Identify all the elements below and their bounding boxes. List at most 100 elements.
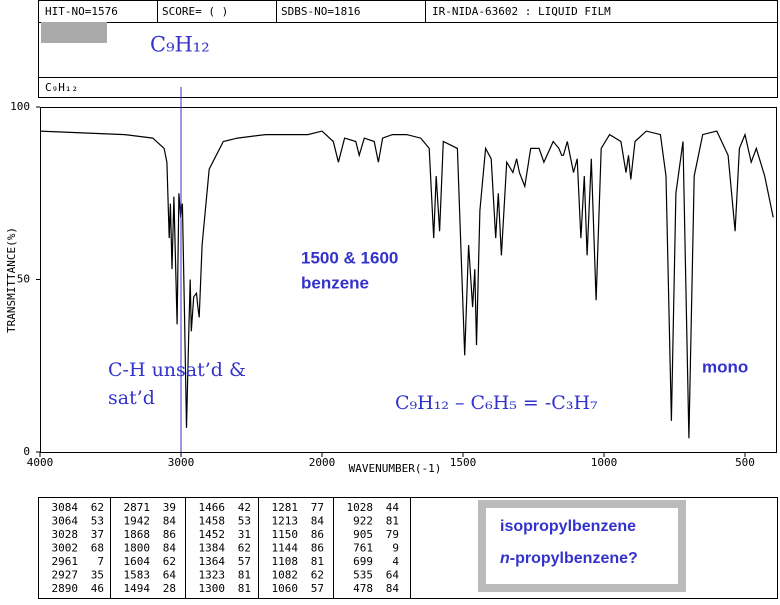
peak-transmittance: 7 xyxy=(97,555,104,568)
peak-wavenumber: 1583 xyxy=(124,569,151,582)
peak-transmittance: 81 xyxy=(311,555,324,568)
y-tick-label: 50 xyxy=(17,273,30,286)
peak-wavenumber: 922 xyxy=(353,515,373,528)
peak-transmittance: 62 xyxy=(163,555,176,568)
y-tick-label: 100 xyxy=(10,100,30,113)
peak-transmittance: 53 xyxy=(91,515,104,528)
peak-transmittance: 64 xyxy=(386,569,400,582)
peak-wavenumber: 1150 xyxy=(272,528,299,541)
peak-wavenumber: 1494 xyxy=(124,582,151,595)
peak-wavenumber: 1144 xyxy=(272,542,299,555)
peak-wavenumber: 1300 xyxy=(199,582,226,595)
x-tick-label: 3000 xyxy=(168,456,195,469)
peak-transmittance: 62 xyxy=(238,542,251,555)
peak-wavenumber: 1466 xyxy=(199,501,226,514)
peak-transmittance: 62 xyxy=(91,501,104,514)
y-axis-title: TRANSMITTANCE(%) xyxy=(5,227,18,333)
peak-wavenumber: 1281 xyxy=(272,501,299,514)
peak-transmittance: 77 xyxy=(311,501,324,514)
x-tick-label: 2000 xyxy=(309,456,336,469)
sample-label: C₉H₁₂ xyxy=(45,81,78,94)
peak-transmittance: 68 xyxy=(91,542,104,555)
peak-wavenumber: 3084 xyxy=(52,501,79,514)
x-tick-label: 1000 xyxy=(591,456,618,469)
peak-transmittance: 42 xyxy=(238,501,251,514)
peak-wavenumber: 1364 xyxy=(199,555,226,568)
peak-transmittance: 81 xyxy=(386,515,399,528)
annotation: sat’d xyxy=(108,387,155,409)
hit-no: HIT-NO=1576 xyxy=(45,5,118,18)
peak-transmittance: 39 xyxy=(163,501,176,514)
annotation: C₉H₁₂ – C₆H₅ = -C₃H₇ xyxy=(395,392,598,414)
peak-wavenumber: 1452 xyxy=(199,528,226,541)
peak-wavenumber: 3064 xyxy=(52,515,79,528)
annotation: 1500 & 1600 xyxy=(301,248,398,267)
peak-wavenumber: 1942 xyxy=(124,515,151,528)
label-frame xyxy=(38,77,778,98)
peak-wavenumber: 3028 xyxy=(52,528,79,541)
peak-transmittance: 57 xyxy=(311,582,324,595)
peak-wavenumber: 1323 xyxy=(199,569,226,582)
peak-wavenumber: 2927 xyxy=(52,569,79,582)
peak-wavenumber: 1458 xyxy=(199,515,226,528)
peak-wavenumber: 1060 xyxy=(272,582,299,595)
peak-wavenumber: 2871 xyxy=(124,501,151,514)
answer-line: n-propylbenzene? xyxy=(500,550,638,567)
plot-frame xyxy=(40,107,777,453)
peak-wavenumber: 1384 xyxy=(199,542,226,555)
peak-wavenumber: 1028 xyxy=(347,501,374,514)
x-tick-label: 500 xyxy=(735,456,755,469)
peak-transmittance: 79 xyxy=(386,528,399,541)
peak-transmittance: 46 xyxy=(91,582,104,595)
x-tick-label: 1500 xyxy=(450,456,477,469)
peak-transmittance: 84 xyxy=(311,515,325,528)
peak-wavenumber: 1868 xyxy=(124,528,151,541)
y-tick-label: 0 xyxy=(23,445,30,458)
x-tick-label: 4000 xyxy=(27,456,54,469)
peak-wavenumber: 478 xyxy=(353,582,373,595)
annotation: mono xyxy=(702,357,748,376)
peak-transmittance: 62 xyxy=(311,569,324,582)
peak-transmittance: 81 xyxy=(238,582,251,595)
peak-transmittance: 31 xyxy=(238,528,251,541)
gray-block xyxy=(41,22,107,43)
peak-transmittance: 84 xyxy=(163,515,177,528)
formula: C₉H₁₂ xyxy=(150,33,210,57)
peak-transmittance: 37 xyxy=(91,528,104,541)
peak-transmittance: 84 xyxy=(386,582,400,595)
peak-wavenumber: 1604 xyxy=(124,555,151,568)
score: SCORE= ( ) xyxy=(162,5,228,18)
spectrum-line xyxy=(39,130,774,439)
peak-transmittance: 53 xyxy=(238,515,251,528)
peak-wavenumber: 1800 xyxy=(124,542,151,555)
peak-transmittance: 57 xyxy=(238,555,251,568)
answer-line: isopropylbenzene xyxy=(500,518,637,535)
x-axis-title: WAVENUMBER(-1) xyxy=(349,462,442,475)
sdbs-no: SDBS-NO=1816 xyxy=(281,5,360,18)
peak-transmittance: 9 xyxy=(392,542,399,555)
peak-wavenumber: 2961 xyxy=(52,555,79,568)
peak-transmittance: 35 xyxy=(91,569,104,582)
peak-wavenumber: 1213 xyxy=(272,515,299,528)
peak-transmittance: 64 xyxy=(163,569,177,582)
source: IR-NIDA-63602 : LIQUID FILM xyxy=(432,5,611,18)
answer-box: isopropylbenzene n-propylbenzene? xyxy=(478,500,686,592)
peak-transmittance: 44 xyxy=(386,501,400,514)
annotation: C-H unsat’d & xyxy=(108,359,246,381)
peak-transmittance: 86 xyxy=(163,528,176,541)
peak-wavenumber: 699 xyxy=(353,555,373,568)
peak-wavenumber: 761 xyxy=(353,542,373,555)
peak-wavenumber: 535 xyxy=(353,569,373,582)
peak-transmittance: 81 xyxy=(238,569,251,582)
peak-transmittance: 86 xyxy=(311,542,324,555)
peak-wavenumber: 1082 xyxy=(272,569,299,582)
peak-transmittance: 86 xyxy=(311,528,324,541)
peak-wavenumber: 905 xyxy=(353,528,373,541)
peak-transmittance: 28 xyxy=(163,582,176,595)
peak-transmittance: 4 xyxy=(392,555,399,568)
peak-wavenumber: 3002 xyxy=(52,542,79,555)
peak-wavenumber: 1108 xyxy=(272,555,299,568)
peak-wavenumber: 2890 xyxy=(52,582,79,595)
